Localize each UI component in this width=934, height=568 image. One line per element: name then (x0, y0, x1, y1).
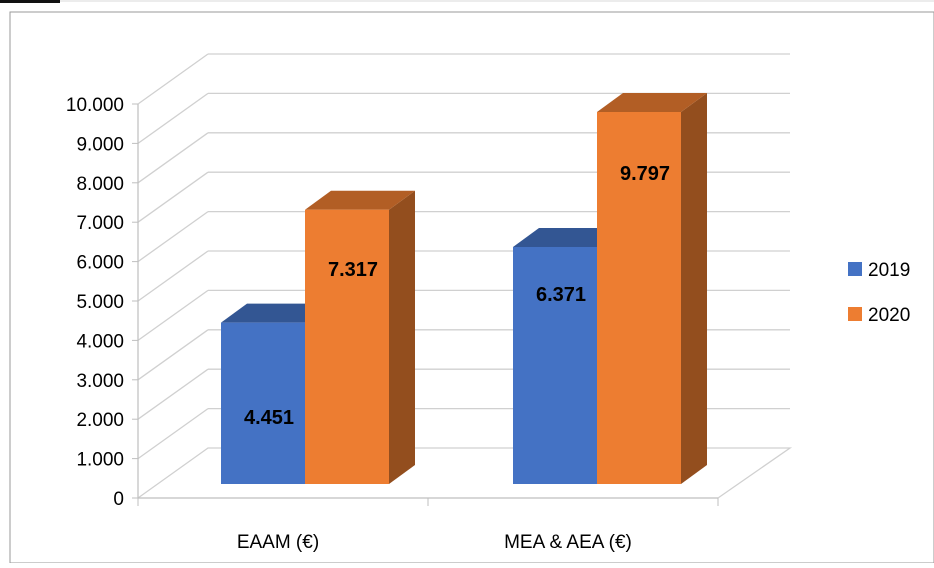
data-label: 6.371 (536, 284, 586, 306)
gridline-side (137, 329, 209, 381)
bar-side (389, 190, 415, 484)
gridline-side (137, 132, 209, 184)
y-tick-label: 5.000 (76, 292, 124, 313)
gridline-side (137, 408, 209, 460)
bar-2020-1 (597, 92, 707, 484)
gridline-side (137, 250, 209, 302)
y-tick-label: 6.000 (76, 253, 124, 274)
bar-front (597, 111, 681, 484)
x-tick-label: EAAM (€) (237, 532, 319, 553)
bar-series (221, 92, 707, 484)
y-tick-label: 10.000 (66, 95, 124, 116)
y-tick-label: 7.000 (76, 213, 124, 234)
x-axis: EAAM (€) MEA & AEA (€) (137, 497, 719, 553)
bar-top (305, 190, 415, 210)
gridline-side (137, 289, 209, 341)
chart-border (9, 11, 934, 564)
gridline-side (137, 211, 209, 263)
y-tick-label: 8.000 (76, 174, 124, 195)
y-tick-label: 2.000 (76, 410, 124, 431)
bar-top (221, 303, 331, 323)
legend-swatch (848, 262, 862, 276)
y-tick-label: 0 (113, 489, 124, 510)
floor-outline (137, 447, 793, 499)
bar-front (305, 209, 389, 484)
y-tick-label: 9.000 (76, 134, 124, 155)
legend-label: 2019 (868, 260, 910, 281)
chart-floor (137, 447, 793, 499)
y-tick-label: 1.000 (76, 450, 124, 471)
bar-top (597, 92, 707, 112)
bar-top (513, 227, 623, 247)
bar-side (681, 92, 707, 484)
legend-swatch (848, 307, 862, 321)
bar-front (513, 246, 597, 484)
data-label: 4.451 (244, 407, 294, 429)
legend-label: 2020 (868, 305, 910, 326)
x-tick-label: MEA & AEA (€) (504, 532, 632, 553)
y-tick-label: 3.000 (76, 371, 124, 392)
gridline-side (137, 92, 209, 144)
bar-2020-0 (305, 190, 415, 484)
data-label: 9.797 (620, 163, 670, 185)
top-caption-strip (0, 0, 934, 3)
legend: 2019 2020 (848, 260, 910, 326)
bar-front (221, 322, 305, 484)
y-tick-label: 4.000 (76, 331, 124, 352)
gridline-side (137, 53, 209, 105)
gridline-side (137, 368, 209, 420)
gridline-side (137, 171, 209, 223)
data-labels: 4.451 6.371 7.317 9.797 (244, 163, 670, 429)
data-label: 7.317 (328, 259, 378, 281)
y-axis: 0 1.000 2.000 3.000 4.000 5.000 6.000 7.000 8.00… (66, 95, 139, 510)
